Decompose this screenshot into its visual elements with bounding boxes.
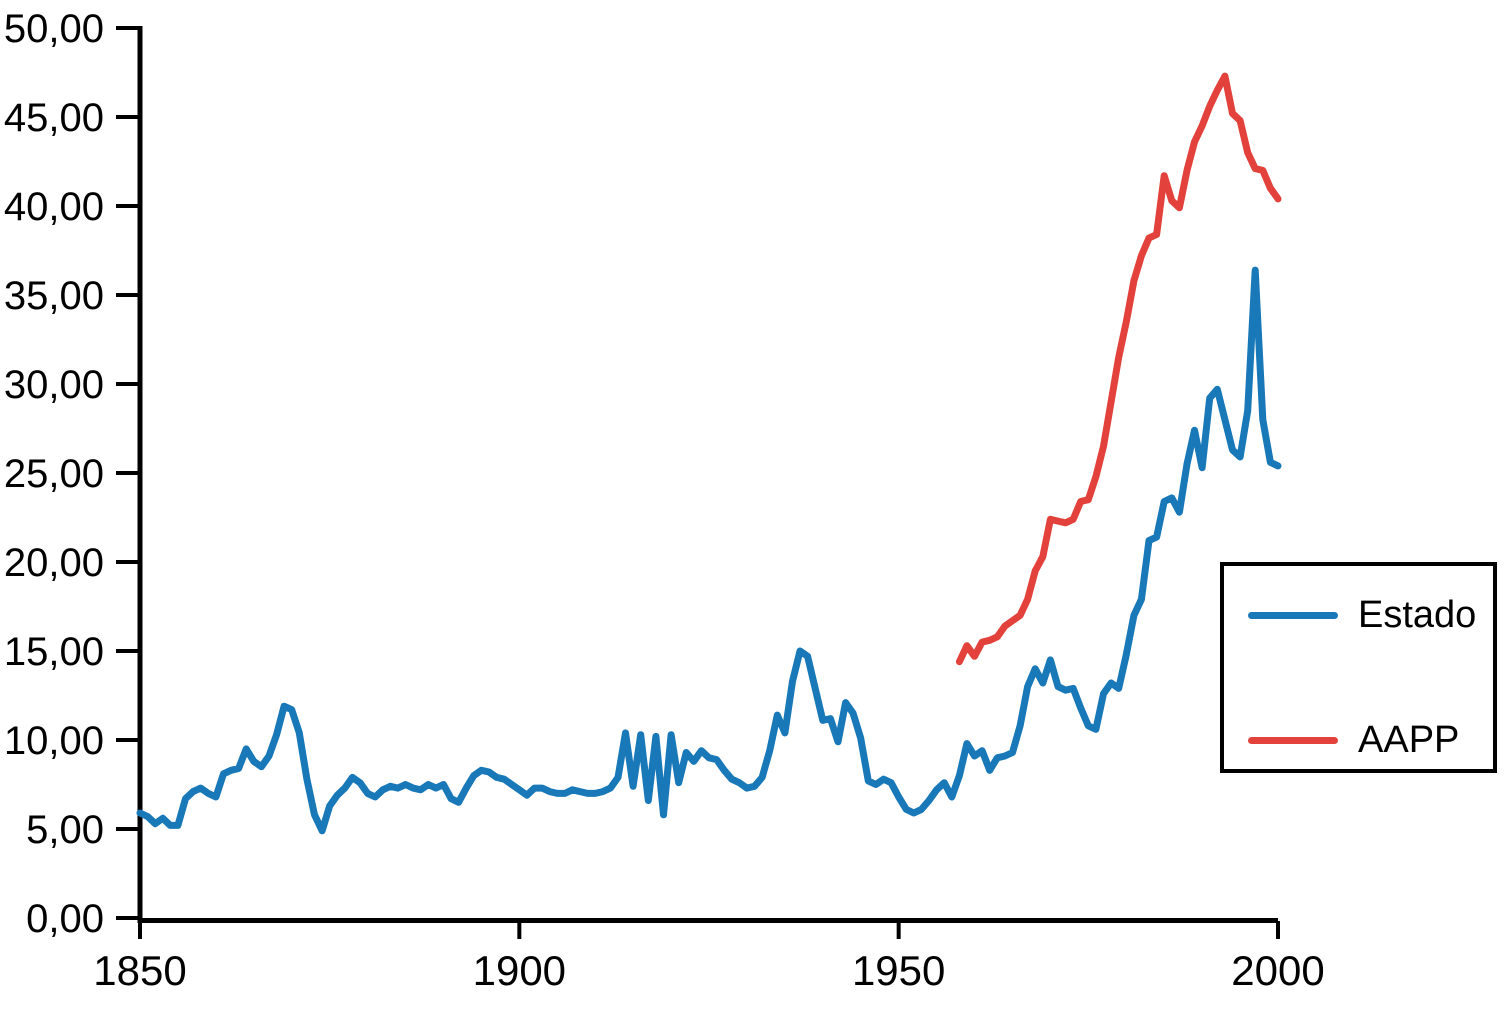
y-tick-label: 20,00 — [4, 541, 104, 585]
y-tick-label: 0,00 — [26, 897, 104, 941]
aapp-line-swatch — [1248, 736, 1338, 744]
y-tick-label: 50,00 — [4, 7, 104, 51]
legend-label-estado: Estado — [1358, 594, 1477, 636]
y-tick-label: 40,00 — [4, 185, 104, 229]
legend-item-estado: Estado — [1224, 593, 1476, 637]
series-line-aapp — [955, 72, 1282, 666]
legend-label-aapp: AAPP — [1358, 719, 1460, 761]
y-tick-label: 45,00 — [4, 96, 104, 140]
series-line-estado — [136, 266, 1282, 835]
x-tick-label: 2000 — [1231, 947, 1324, 994]
y-tick-label: 35,00 — [4, 274, 104, 318]
estado-line-swatch — [1248, 611, 1338, 619]
y-tick-label: 10,00 — [4, 719, 104, 763]
y-tick-label: 25,00 — [4, 452, 104, 496]
y-tick-label: 5,00 — [26, 808, 104, 852]
legend: Estado AAPP — [1220, 562, 1497, 773]
y-tick-label: 15,00 — [4, 630, 104, 674]
x-tick-label: 1950 — [852, 947, 945, 994]
y-tick-label: 30,00 — [4, 363, 104, 407]
legend-item-aapp: AAPP — [1224, 718, 1459, 762]
x-tick-label: 1900 — [473, 947, 566, 994]
x-tick-label: 1850 — [93, 947, 186, 994]
